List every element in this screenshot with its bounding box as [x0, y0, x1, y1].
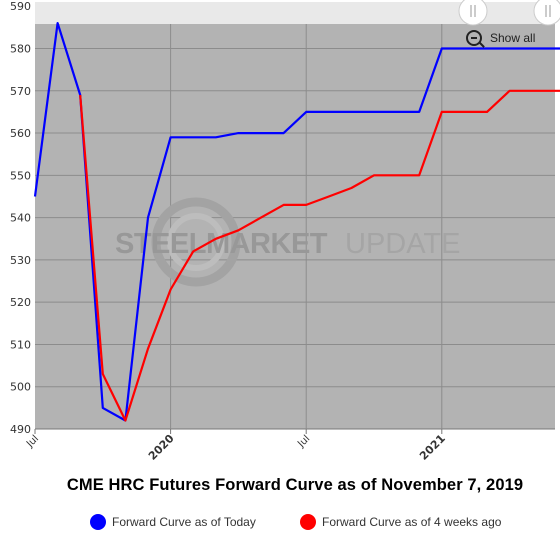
series-line-0 [33, 22, 560, 422]
legend-label-4-weeks-ago: Forward Curve as of 4 weeks ago [322, 515, 502, 529]
show-all-button[interactable]: Show all [466, 28, 535, 48]
y-tick-label: 550 [10, 169, 31, 182]
y-tick-label: 500 [10, 381, 31, 394]
show-all-label: Show all [490, 31, 536, 45]
watermark: STEELMARKET UPDATE [115, 197, 460, 287]
plot-background [35, 2, 555, 429]
series-line-1 [79, 89, 560, 422]
legend-dot-today [90, 514, 106, 530]
y-tick-label: 490 [10, 423, 31, 436]
navigator-handle-0[interactable] [458, 0, 488, 26]
navigator-strip[interactable] [35, 2, 555, 24]
y-tick-label: 570 [10, 85, 31, 98]
y-tick-label: 540 [10, 212, 31, 225]
y-tick-label: 520 [10, 296, 31, 309]
watermark-ring [151, 197, 241, 287]
legend: Forward Curve as of Today Forward Curve … [0, 514, 560, 536]
grid-lines [35, 24, 555, 430]
legend-dot-4-weeks-ago [300, 514, 316, 530]
y-axis: 490 500 510 520 530 540 550 560 570 580 590 [10, 0, 31, 436]
watermark-text: STEELMARKET [115, 228, 328, 260]
y-tick-label: 560 [10, 127, 31, 140]
y-tick-label: 530 [10, 254, 31, 267]
series-layer [33, 22, 560, 422]
watermark-inner-ring [167, 213, 225, 271]
y-tick-label: 510 [10, 338, 31, 351]
legend-item-4-weeks-ago[interactable]: Forward Curve as of 4 weeks ago [300, 514, 501, 530]
x-axis: Jul 2020 Jul 2021 [24, 429, 448, 463]
legend-item-today[interactable]: Forward Curve as of Today [90, 514, 256, 530]
legend-label-today: Forward Curve as of Today [112, 515, 256, 529]
watermark-text-2: UPDATE [345, 228, 460, 260]
x-tick-label: 2020 [146, 432, 177, 463]
y-tick-label: 580 [10, 43, 31, 56]
navigator-handles[interactable] [458, 0, 560, 26]
y-tick-label: 590 [10, 0, 31, 13]
chart-title: CME HRC Futures Forward Curve as of Nove… [66, 476, 524, 494]
x-tick-label: Jul [295, 433, 312, 450]
x-tick-label: 2021 [417, 432, 448, 463]
navigator-handle-1[interactable] [533, 0, 560, 26]
zoom-out-icon [466, 30, 482, 46]
